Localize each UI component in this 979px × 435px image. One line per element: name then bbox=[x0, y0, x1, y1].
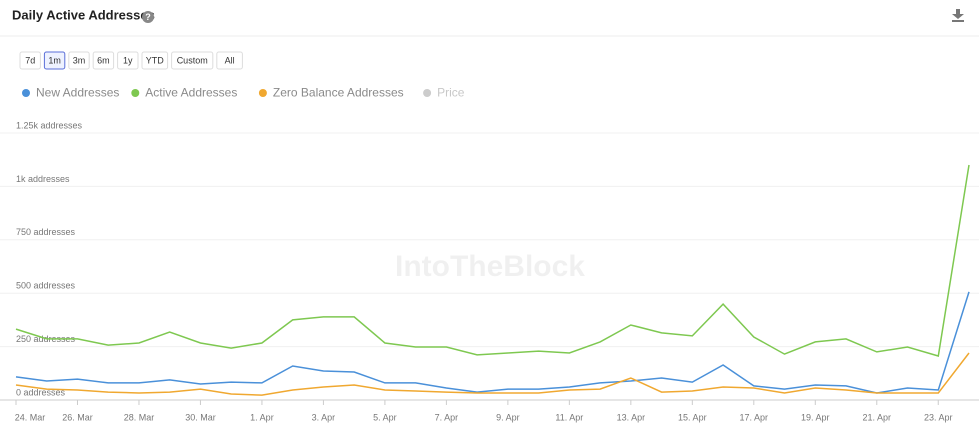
legend-label[interactable]: Price bbox=[437, 86, 465, 100]
range-button-label[interactable]: 6m bbox=[97, 55, 110, 65]
chart-title: Daily Active Addresses bbox=[12, 7, 155, 22]
range-button[interactable] bbox=[216, 51, 243, 70]
x-tick-label: 26. Mar bbox=[62, 412, 93, 422]
x-tick-label: 1. Apr bbox=[250, 412, 274, 422]
x-tick-label: 21. Apr bbox=[863, 412, 892, 422]
legend-label[interactable]: Zero Balance Addresses bbox=[273, 86, 404, 100]
series-line bbox=[15, 352, 970, 396]
range-button[interactable] bbox=[43, 51, 66, 70]
x-tick-label: 13. Apr bbox=[617, 412, 646, 422]
range-button-label[interactable]: YTD bbox=[146, 55, 165, 65]
watermark: IntoTheBlock bbox=[395, 250, 585, 283]
help-icon[interactable]: ? bbox=[142, 11, 154, 23]
y-tick-label: 500 addresses bbox=[16, 281, 76, 291]
legend-label[interactable]: New Addresses bbox=[36, 86, 119, 100]
range-button-label[interactable]: Custom bbox=[177, 55, 208, 65]
range-button[interactable] bbox=[141, 51, 169, 70]
y-tick-label: 750 addresses bbox=[16, 227, 76, 237]
x-tick-label: 5. Apr bbox=[373, 412, 397, 422]
x-tick-label: 15. Apr bbox=[678, 412, 707, 422]
range-button[interactable] bbox=[92, 51, 115, 70]
x-tick-label: 3. Apr bbox=[312, 412, 336, 422]
y-tick-label: 1k addresses bbox=[16, 174, 70, 184]
legend-label[interactable]: Active Addresses bbox=[145, 86, 237, 100]
range-button-label[interactable]: 7d bbox=[25, 55, 35, 65]
range-button-label[interactable]: All bbox=[225, 55, 235, 65]
series-line bbox=[15, 291, 970, 394]
series-line bbox=[15, 164, 970, 357]
x-tick-label: 7. Apr bbox=[435, 412, 459, 422]
range-button-label[interactable]: 3m bbox=[73, 55, 86, 65]
svg-text:?: ? bbox=[145, 12, 151, 22]
legend-marker[interactable] bbox=[258, 89, 267, 97]
x-tick-label: 11. Apr bbox=[555, 412, 583, 422]
download-icon[interactable] bbox=[952, 9, 964, 22]
range-button-label[interactable]: 1y bbox=[123, 55, 133, 65]
x-tick-label: 30. Mar bbox=[185, 412, 216, 422]
legend-marker[interactable] bbox=[131, 89, 140, 97]
x-tick-label: 24. Mar bbox=[15, 412, 46, 422]
legend-marker[interactable] bbox=[423, 89, 432, 97]
range-button[interactable] bbox=[117, 51, 139, 70]
range-button-label[interactable]: 1m bbox=[48, 55, 61, 65]
y-tick-label: 0 addresses bbox=[16, 387, 66, 397]
x-tick-label: 28. Mar bbox=[124, 412, 155, 422]
x-tick-label: 17. Apr bbox=[740, 412, 769, 422]
range-button[interactable] bbox=[19, 51, 41, 70]
range-button[interactable] bbox=[171, 51, 214, 70]
y-tick-label: 1.25k addresses bbox=[16, 120, 83, 130]
x-tick-label: 19. Apr bbox=[801, 412, 830, 422]
range-button[interactable] bbox=[68, 51, 90, 70]
legend-marker[interactable] bbox=[22, 89, 30, 97]
x-tick-label: 9. Apr bbox=[496, 412, 520, 422]
x-tick-label: 23. Apr bbox=[924, 412, 953, 422]
